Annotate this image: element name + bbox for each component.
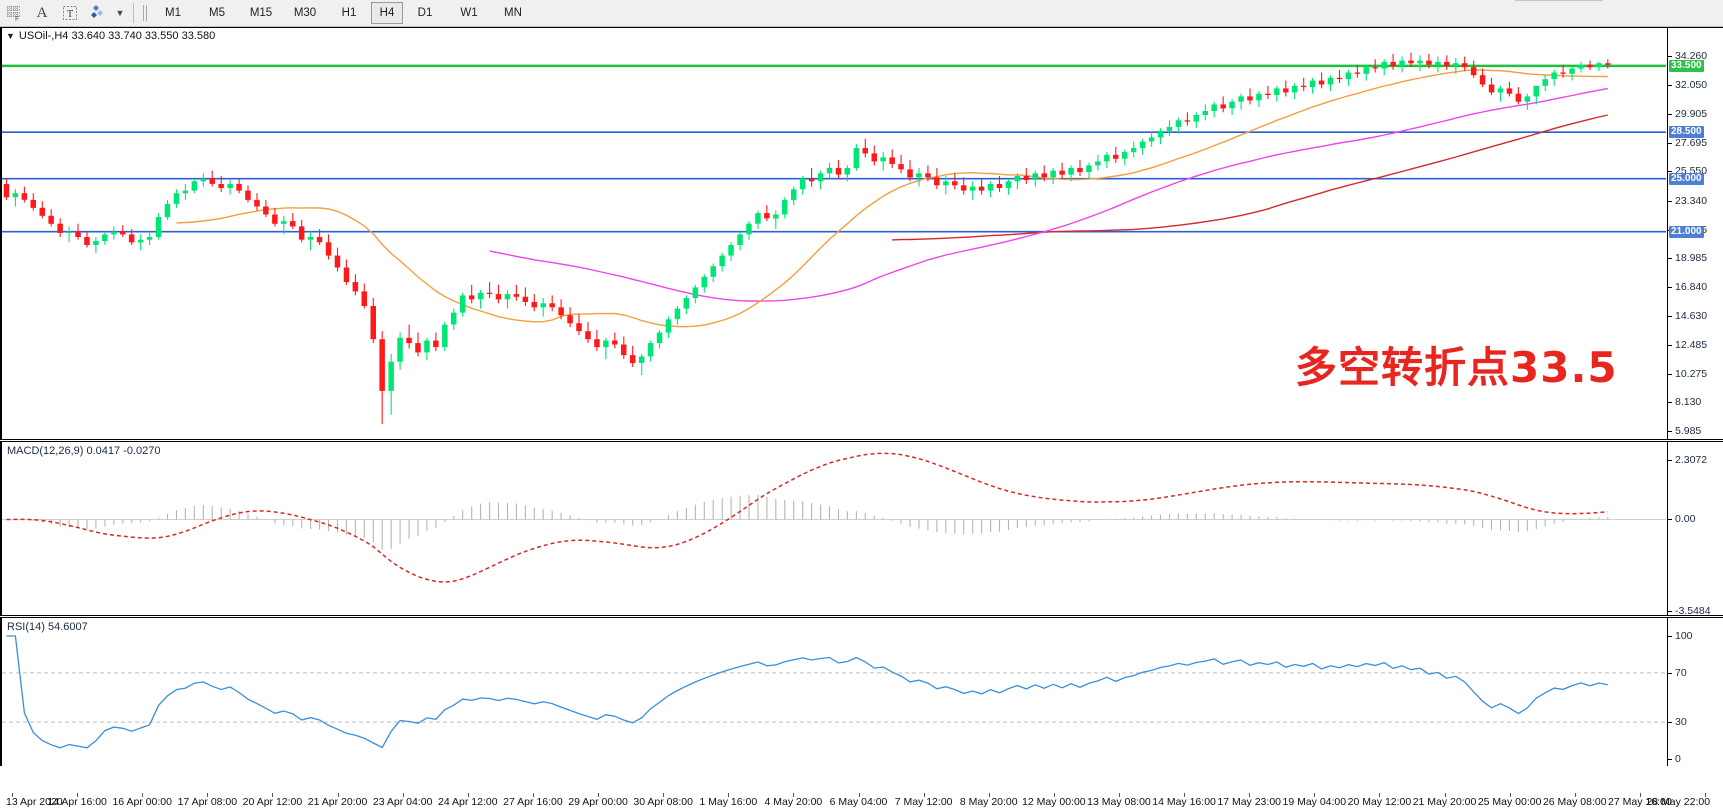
drag-handle-icon[interactable] [139,1,151,25]
timeframe-m5[interactable]: M5 [209,7,225,19]
time-label: 7 May 12:00 [894,796,953,808]
time-label: 16 Apr 00:00 [112,796,172,808]
time-label: 4 May 20:00 [764,796,823,808]
timeframe-h4[interactable]: H4 [371,2,403,24]
timeframe-m15[interactable]: M15 [249,7,273,19]
symbol-ohlc-label: USOil-,H4 33.640 33.740 33.550 33.580 [18,29,216,42]
crosshair-grid-icon[interactable]: F [0,1,28,25]
time-label: 26 May 08:00 [1542,796,1607,808]
toolbar: F A T ▼ M1 M5 M15 M30 H1 H4 D1 W1 MN [0,0,1723,27]
timeframe-w1[interactable]: W1 [460,7,478,19]
svg-text:F: F [15,16,19,21]
time-label: 17 May 23:00 [1217,796,1282,808]
price-level-tag[interactable]: 21.000 [1669,225,1704,238]
price-level-tag[interactable]: 33.500 [1669,59,1704,72]
time-label: 17 Apr 08:00 [177,796,238,808]
macd-pane: MACD(12,26,9) 0.0417 -0.0270 2.3072 0.00-… [0,441,1723,617]
text-box-icon[interactable]: T [56,1,84,25]
time-label: 21 Apr 20:00 [307,796,368,808]
price-pane: 34.26032.05029.90527.69525.55023.34021.1… [0,28,1723,440]
chevron-down-icon[interactable]: ▼ [115,8,125,18]
time-label: 20 May 12:00 [1347,796,1412,808]
chart-frame: ▼ USOil-,H4 33.640 33.740 33.550 33.580 … [0,27,1723,812]
time-label: 27 Apr 16:00 [503,796,563,808]
price-level-tag[interactable]: 25.000 [1669,172,1704,185]
time-label: 14 Apr 16:00 [47,796,107,808]
collapse-icon[interactable]: ▼ [6,30,15,41]
price-chart-svg [2,52,1666,425]
time-label: 12 May 00:00 [1022,796,1086,808]
time-label: 1 May 16:00 [699,796,758,808]
time-label: 6 May 04:00 [829,796,888,808]
timeframe-d1[interactable]: D1 [417,7,433,19]
time-label: 24 Apr 12:00 [438,796,498,808]
time-label: 28 May 22:00 [1646,796,1711,808]
time-label: 30 Apr 08:00 [633,796,693,808]
time-label: 19 May 04:00 [1282,796,1347,808]
time-label: 14 May 16:00 [1152,796,1216,808]
price-scale[interactable]: 34.26032.05029.90527.69525.55023.34021.1… [1667,28,1723,439]
objects-icon[interactable] [84,1,112,25]
price-level-tag[interactable]: 28.500 [1669,126,1704,139]
time-label: 29 Apr 00:00 [568,796,628,808]
rsi-chart-svg [2,635,1666,749]
timeframe-group: M1 M5 M15 M30 H1 H4 D1 W1 MN [151,2,535,24]
rsi-label: RSI(14) 54.6007 [7,621,88,633]
toolbar-divider [133,3,134,23]
symbol-bar: ▼ USOil-,H4 33.640 33.740 33.550 33.580 [0,28,1723,43]
timeframe-m30[interactable]: M30 [293,7,317,19]
macd-label: MACD(12,26,9) 0.0417 -0.0270 [7,445,161,457]
time-label: 8 May 20:00 [959,796,1018,808]
svg-text:T: T [67,9,73,20]
timeframe-m1[interactable]: M1 [165,7,181,19]
chart-annotation: 多空转折点33.5 [1295,343,1618,392]
time-label: 25 May 00:00 [1477,796,1542,808]
macd-scale[interactable]: 2.3072 0.00 -3.5484 [1667,442,1723,617]
rsi-scale[interactable]: 100 70 30 0 [1667,618,1723,766]
time-label: 21 May 20:00 [1412,796,1477,808]
time-label: 13 May 08:00 [1087,796,1151,808]
macd-chart-svg [2,452,1666,583]
time-label: 20 Apr 12:00 [242,796,303,808]
time-axis[interactable]: 13 Apr 2020 14 Apr 16:00 16 Apr 00:00 17 Ap… [0,793,1723,812]
toolbar-notch [1515,0,1603,1]
timeframe-h1[interactable]: H1 [341,7,357,19]
pane-left-border [0,442,2,615]
macd-plot-area[interactable] [2,442,1723,615]
text-label-icon[interactable]: A [36,4,48,21]
pane-left-border [0,28,2,439]
time-label: 23 Apr 04:00 [372,796,433,808]
timeframe-mn[interactable]: MN [504,7,522,19]
pane-left-border [0,618,2,766]
rsi-plot-area[interactable] [2,618,1723,766]
price-plot-area[interactable] [2,28,1723,439]
rsi-pane: RSI(14) 54.6007 100 70 30 0 [0,617,1723,766]
